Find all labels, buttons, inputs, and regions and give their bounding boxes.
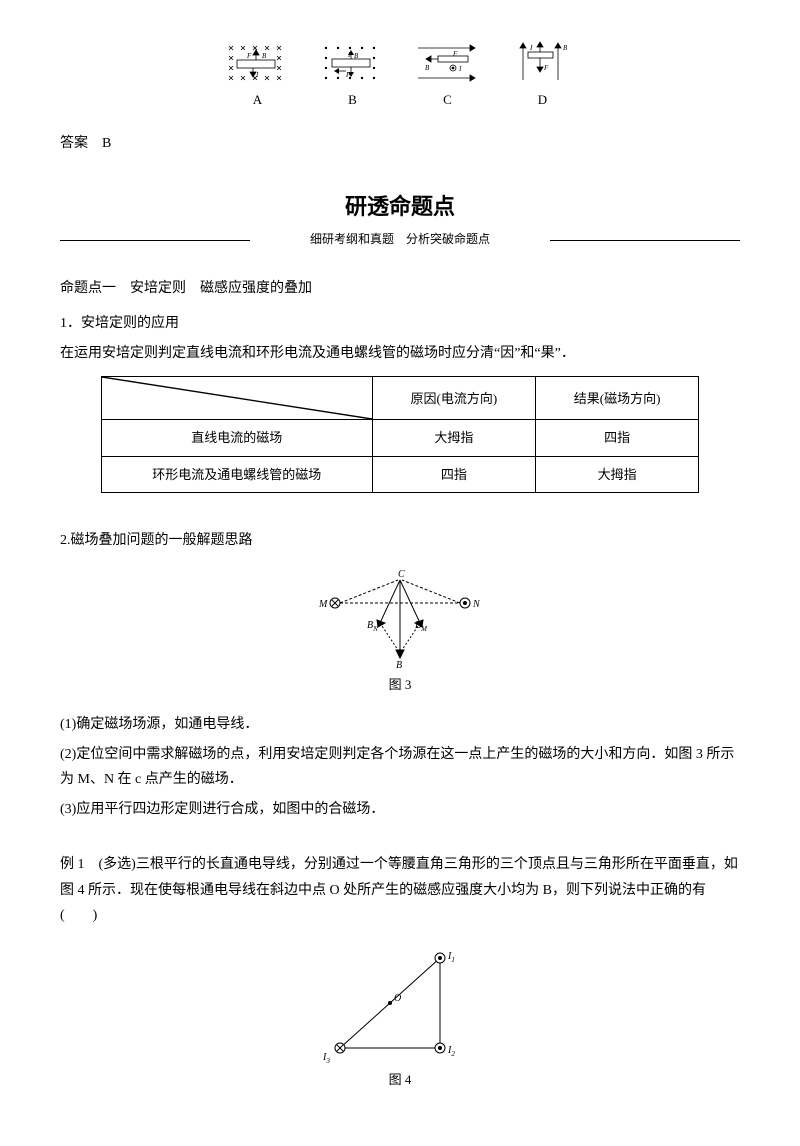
answer-line: 答案 B bbox=[60, 131, 740, 156]
ampere-table: 原因(电流方向) 结果(磁场方向) 直线电流的磁场 大拇指 四指 环形电流及通电… bbox=[101, 376, 699, 493]
step-1: (1)确定磁场场源，如通电导线． bbox=[60, 712, 740, 737]
figure-d: I B F D bbox=[508, 40, 578, 111]
figure-3-caption: 图 3 bbox=[389, 673, 412, 696]
figure-c-svg: F B I bbox=[413, 40, 483, 85]
svg-text:N: N bbox=[472, 599, 481, 610]
svg-text:C: C bbox=[398, 569, 405, 580]
svg-text:I: I bbox=[458, 65, 462, 73]
answer-value: B bbox=[102, 136, 111, 151]
svg-text:I: I bbox=[255, 71, 259, 79]
table-diag-cell bbox=[101, 377, 372, 420]
svg-text:I: I bbox=[529, 44, 533, 52]
figure-b: I B F B bbox=[318, 40, 388, 111]
svg-text:I2: I2 bbox=[447, 1045, 455, 1058]
svg-text:F: F bbox=[452, 50, 458, 58]
table-h2: 结果(磁场方向) bbox=[535, 377, 698, 420]
table-r0c1: 大拇指 bbox=[372, 420, 535, 456]
svg-text:F: F bbox=[246, 52, 252, 60]
section-subtitle: 细研考纲和真题 分析突破命题点 bbox=[60, 229, 740, 251]
svg-text:F: F bbox=[543, 64, 549, 72]
svg-text:B: B bbox=[425, 64, 430, 72]
table-r1c0: 环形电流及通电螺线管的磁场 bbox=[101, 456, 372, 492]
point1-title: 1．安培定则的应用 bbox=[60, 311, 740, 336]
figure-a: F B I A bbox=[223, 40, 293, 111]
table-r1c2: 大拇指 bbox=[535, 456, 698, 492]
table-r0c2: 四指 bbox=[535, 420, 698, 456]
step-2: (2)定位空间中需求解磁场的点，利用安培定则判定各个场源在这一点上产生的磁场的大… bbox=[60, 742, 740, 792]
figure-b-svg: I B F bbox=[318, 40, 388, 85]
table-r1c1: 四指 bbox=[372, 456, 535, 492]
figure-d-label: D bbox=[538, 88, 547, 111]
figure-4-caption: 图 4 bbox=[389, 1068, 412, 1091]
section-title: 研透命题点 bbox=[60, 187, 740, 227]
example-text: 例 1 (多选)三根平行的长直通电导线，分别通过一个等腰直角三角形的三个顶点且与… bbox=[60, 852, 740, 928]
step-3: (3)应用平行四边形定则进行合成，如图中的合磁场． bbox=[60, 797, 740, 822]
svg-text:I3: I3 bbox=[322, 1052, 330, 1063]
svg-text:B: B bbox=[262, 52, 267, 60]
svg-text:O: O bbox=[394, 993, 401, 1004]
svg-text:M: M bbox=[318, 599, 328, 610]
point1-text: 在运用安培定则判定直线电流和环形电流及通电螺线管的磁场时应分清“因”和“果”． bbox=[60, 341, 740, 366]
figure-3-svg: C M N BN BM B bbox=[315, 568, 485, 668]
figure-d-svg: I B F bbox=[508, 40, 578, 85]
answer-label: 答案 bbox=[60, 136, 88, 151]
figure-a-label: A bbox=[253, 88, 262, 111]
figure-c: F B I C bbox=[413, 40, 483, 111]
table-r0c0: 直线电流的磁场 bbox=[101, 420, 372, 456]
figure-a-svg: F B I bbox=[223, 40, 293, 85]
figure-4-svg: O I1 I2 I3 bbox=[320, 943, 480, 1063]
svg-text:BN: BN bbox=[367, 620, 378, 633]
svg-text:B: B bbox=[563, 44, 568, 52]
point2-title: 2.磁场叠加问题的一般解题思路 bbox=[60, 528, 740, 553]
topic-header: 命题点一 安培定则 磁感应强度的叠加 bbox=[60, 276, 740, 301]
figure-3: C M N BN BM B 图 3 bbox=[60, 568, 740, 696]
svg-text:B: B bbox=[396, 660, 402, 668]
figure-c-label: C bbox=[443, 88, 452, 111]
table-h1: 原因(电流方向) bbox=[372, 377, 535, 420]
figure-4: O I1 I2 I3 图 4 bbox=[60, 943, 740, 1091]
svg-text:I1: I1 bbox=[447, 951, 455, 964]
figure-b-label: B bbox=[348, 88, 357, 111]
svg-text:B: B bbox=[354, 52, 359, 60]
top-figures-row: F B I A I B F bbox=[60, 40, 740, 111]
